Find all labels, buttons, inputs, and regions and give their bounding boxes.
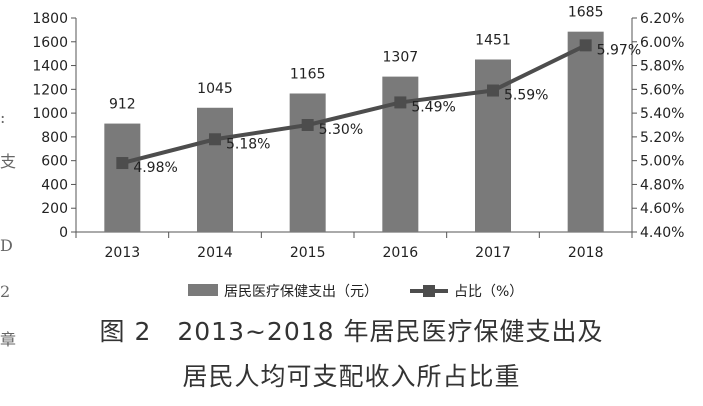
bar-2014	[197, 107, 233, 232]
left-tick-label: 200	[41, 201, 68, 217]
x-tick-label: 2016	[383, 245, 419, 261]
x-tick-label: 2014	[197, 245, 233, 261]
bar-value-label: 1045	[197, 81, 233, 97]
bar-value-label: 1307	[383, 50, 419, 66]
x-tick-label: 2015	[290, 245, 326, 261]
left-tick-label: 600	[41, 154, 68, 170]
right-tick-label: 5.00%	[640, 154, 684, 170]
line-point-2018	[579, 39, 592, 52]
left-tick-label: 1200	[32, 82, 68, 98]
left-tick-label: 0	[59, 225, 68, 241]
line-point-2015	[301, 119, 314, 131]
right-tick-label: 4.80%	[640, 177, 684, 193]
legend-line-marker	[423, 285, 435, 297]
right-tick-label: 6.20%	[640, 11, 684, 27]
right-tick-label: 6.00%	[640, 35, 684, 51]
right-tick-label: 4.40%	[640, 225, 684, 241]
bar-2018	[567, 31, 604, 232]
left-tick-label: 1400	[32, 59, 68, 75]
bar-value-label: 1685	[568, 5, 604, 21]
left-tick-label: 1800	[32, 11, 68, 27]
line-point-2016	[394, 96, 407, 109]
bar-2015	[289, 93, 326, 232]
line-value-label: 4.98%	[133, 160, 177, 176]
right-tick-label: 5.60%	[640, 82, 684, 98]
bar-value-label: 912	[109, 97, 136, 113]
margin-fragment-5: 章	[0, 330, 17, 349]
line-point-2014	[209, 133, 221, 146]
legend-bar-swatch	[188, 284, 218, 296]
percentage-line	[121, 43, 587, 165]
legend-bar-label: 居民医疗保健支出（元）	[224, 284, 378, 300]
left-tick-label: 400	[41, 177, 68, 193]
x-tick-label: 2018	[568, 245, 604, 261]
line-value-label: 5.18%	[226, 136, 270, 152]
line-value-label: 5.30%	[319, 122, 363, 138]
left-tick-label: 1000	[32, 106, 68, 122]
chart: 0 200 400 600 800 1000 1200 1400 1600 1800 4.40% 4.…	[32, 5, 684, 300]
left-tick-label: 1600	[32, 35, 68, 51]
bar-value-label: 1165	[290, 66, 326, 82]
margin-fragment-3: D	[0, 236, 13, 255]
figure-caption-line-1: 图 2 2013~2018 年居民医疗保健支出及	[99, 317, 604, 346]
legend-line-label: 占比（%）	[454, 284, 523, 300]
margin-fragment-2: 支	[0, 152, 17, 171]
x-tick-label: 2013	[105, 245, 141, 261]
line-point-2017	[487, 84, 499, 97]
left-tick-label: 800	[41, 130, 68, 146]
bar-2013	[104, 123, 141, 232]
figure-caption-line-2: 居民人均可支配收入所占比重	[182, 362, 521, 391]
margin-fragment-4: 2	[0, 282, 11, 301]
x-tick-label: 2017	[475, 245, 511, 261]
right-tick-label: 5.20%	[640, 130, 684, 146]
right-tick-label: 5.80%	[640, 59, 684, 75]
line-point-2013	[116, 157, 129, 170]
bar-value-label: 1451	[475, 32, 511, 48]
right-tick-label: 5.40%	[640, 106, 684, 122]
line-value-label: 5.97%	[597, 42, 641, 58]
line-value-label: 5.59%	[504, 88, 548, 104]
margin-fragment-1: :	[0, 108, 6, 127]
right-tick-label: 4.60%	[640, 201, 684, 217]
line-value-label: 5.49%	[411, 99, 455, 115]
